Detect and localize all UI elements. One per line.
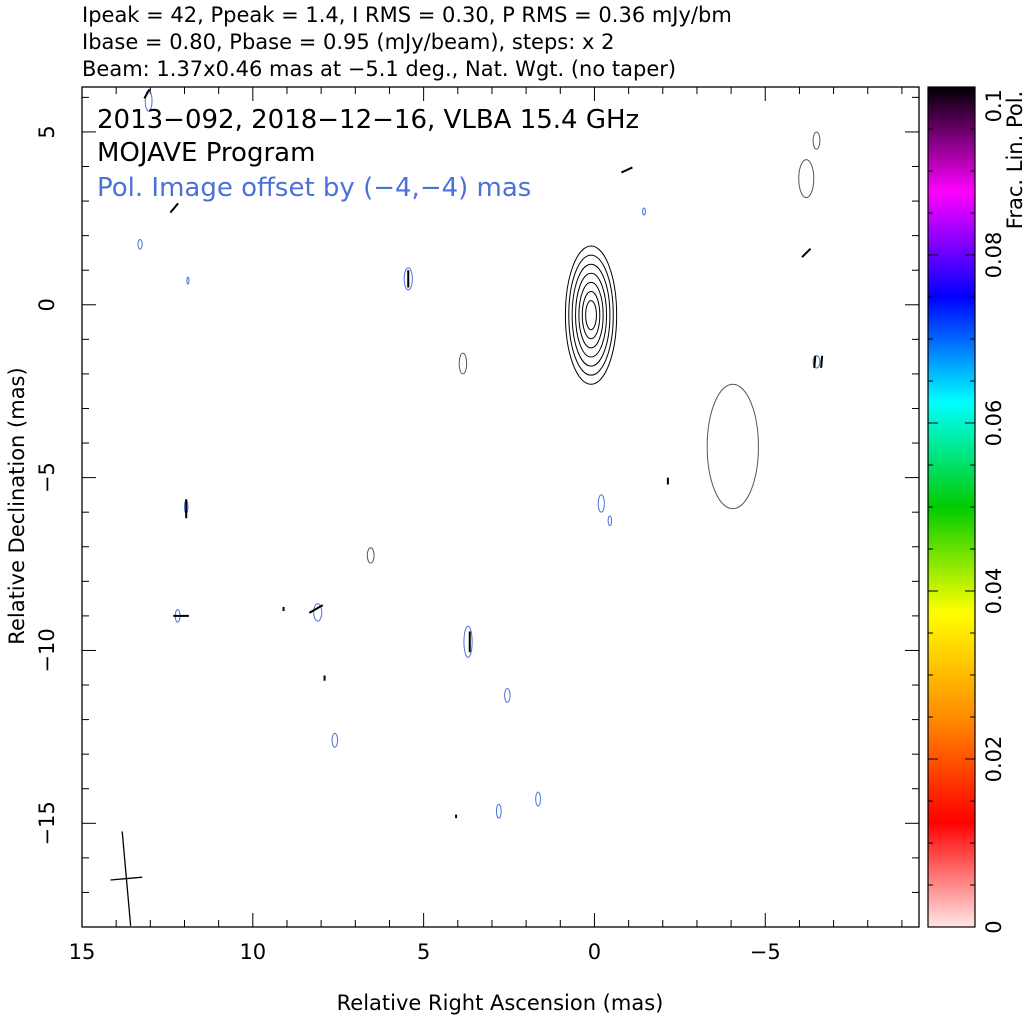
colorbar-tick-label: 0.04 xyxy=(982,568,1006,615)
colorbar-tick-label: 0.06 xyxy=(982,400,1006,447)
pol-contour xyxy=(463,625,473,658)
plot-frame xyxy=(81,86,920,928)
beam-minor-axis xyxy=(110,876,143,881)
colorbar-tick-label: 0.02 xyxy=(982,736,1006,783)
chart-title: 2013−092, 2018−12−16, VLBA 15.4 GHz xyxy=(97,105,639,135)
pol-contour xyxy=(597,494,605,513)
x-tick-label: 10 xyxy=(239,940,266,964)
header-line-3: Beam: 1.37x0.46 mas at −5.1 deg., Nat. W… xyxy=(82,57,676,81)
intensity-contour xyxy=(564,245,618,385)
evpa-vector xyxy=(308,604,324,614)
pol-contour xyxy=(504,687,511,703)
intensity-contour xyxy=(578,281,604,349)
y-tick-label: −10 xyxy=(35,628,59,672)
intensity-contour xyxy=(366,547,375,564)
x-tick-label: 5 xyxy=(417,940,430,964)
colorbar-tick-label: 0 xyxy=(982,920,1006,933)
intensity-contour xyxy=(568,254,614,376)
pol-contour xyxy=(313,603,323,622)
intensity-contour xyxy=(706,383,759,510)
y-tick-label: 0 xyxy=(35,298,59,311)
colorbar: 0 0.02 0.04 0.06 0.08 0.1 xyxy=(927,86,1006,934)
pol-contour xyxy=(607,515,613,527)
evpa-vector xyxy=(801,247,812,258)
pol-contour xyxy=(331,732,339,748)
plot-area: 15 10 5 0 −5 5 0 −5 −10 −15 xyxy=(35,86,920,964)
colorbar-tick-label: 0.08 xyxy=(982,232,1006,279)
y-tick-label: −5 xyxy=(35,462,59,493)
pol-contour xyxy=(812,355,821,369)
header-line-1: Ipeak = 42, Ppeak = 1.4, I RMS = 0.30, P… xyxy=(82,3,732,27)
pol-contour xyxy=(642,207,646,216)
pol-contour xyxy=(403,267,413,291)
intensity-contour xyxy=(571,263,611,367)
x-tick-label: 15 xyxy=(69,940,96,964)
intensity-contour xyxy=(812,131,821,150)
intensity-contour xyxy=(458,352,468,375)
program-label: MOJAVE Program xyxy=(97,138,315,168)
colorbar-tick-label: 0.1 xyxy=(982,89,1006,122)
evpa-vector xyxy=(820,355,824,368)
y-tick-label: 5 xyxy=(35,125,59,138)
x-axis-label: Relative Right Ascension (mas) xyxy=(337,991,664,1015)
pol-contour xyxy=(137,238,143,250)
header-line-2: Ibase = 0.80, Pbase = 0.95 (mJy/beam), s… xyxy=(82,30,614,54)
colorbar-label: Frac. Lin. Pol. xyxy=(1003,91,1027,229)
x-tick-label: −5 xyxy=(750,940,781,964)
y-axis-label: Relative Declination (mas) xyxy=(5,367,29,644)
x-tick-label: 0 xyxy=(588,940,601,964)
intensity-contour xyxy=(585,300,597,331)
pol-contour xyxy=(495,803,502,819)
evpa-vector xyxy=(143,88,151,99)
y-tick-label: −15 xyxy=(35,801,59,845)
colorbar-gradient xyxy=(927,86,976,928)
pol-offset-note: Pol. Image offset by (−4,−4) mas xyxy=(97,173,531,203)
evpa-vector xyxy=(620,166,633,174)
pol-contour xyxy=(535,791,541,807)
evpa-vector xyxy=(813,355,817,368)
intensity-contour xyxy=(575,272,608,358)
evpa-vector xyxy=(169,202,179,214)
pol-contour xyxy=(186,276,190,285)
intensity-contour xyxy=(798,159,815,199)
intensity-contour xyxy=(581,290,601,340)
